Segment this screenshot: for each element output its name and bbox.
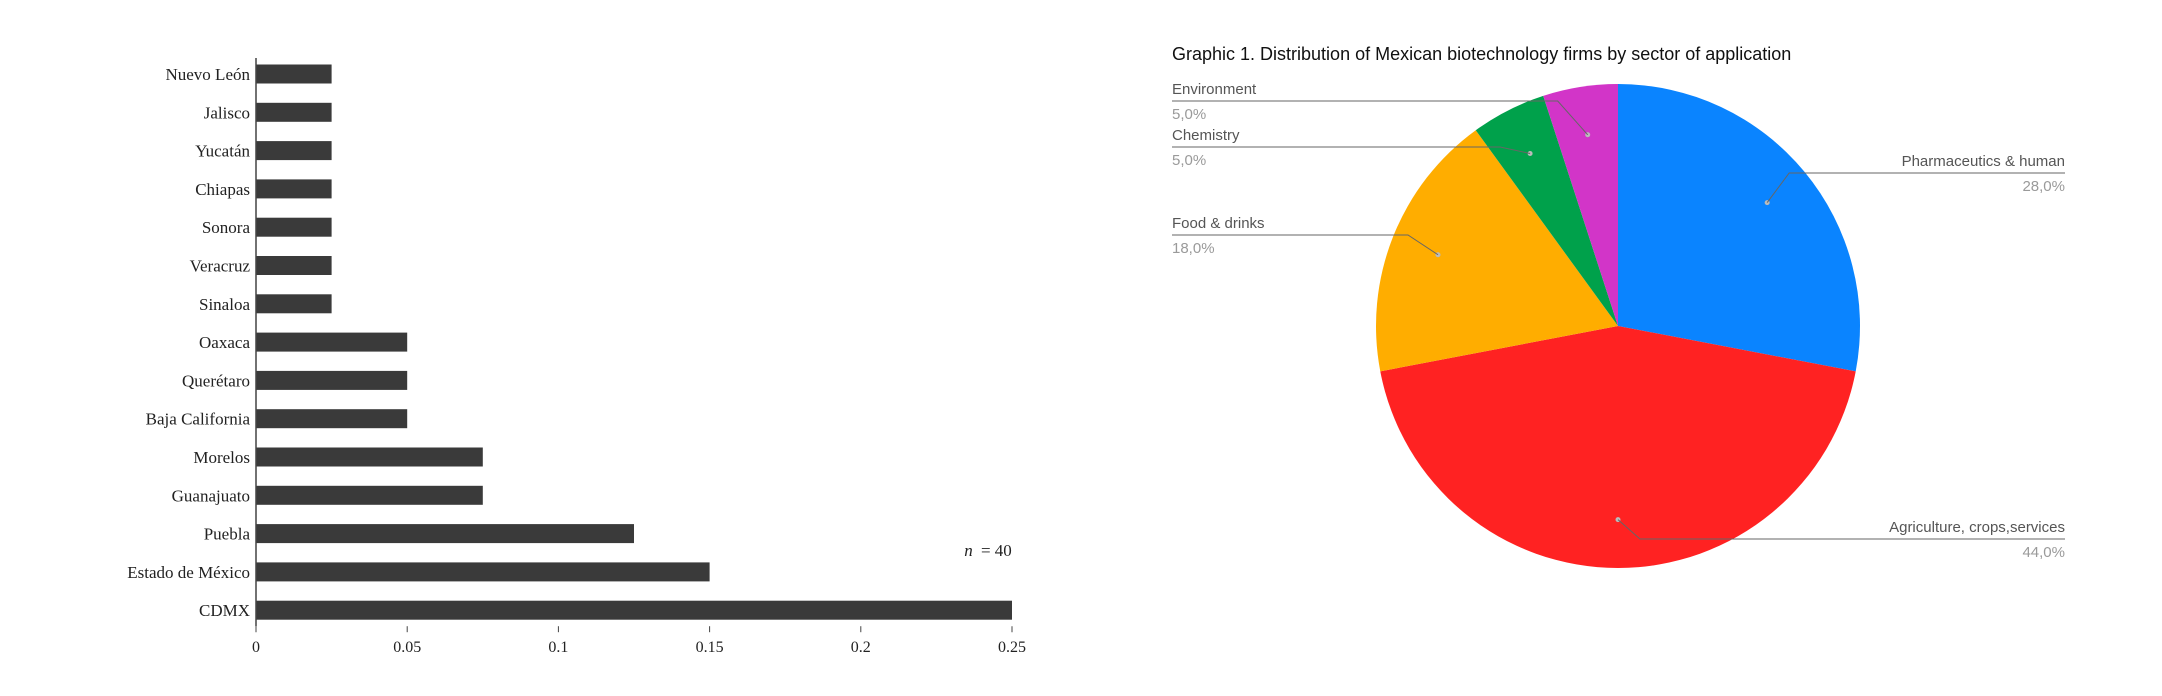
bar-series bbox=[256, 64, 1012, 620]
sample-size-value: = 40 bbox=[981, 541, 1012, 560]
category-label: Querétaro bbox=[182, 371, 250, 390]
bar-chart: Nuevo León Jalisco Yucatán Chiapas Sonora Ver… bbox=[127, 58, 1026, 656]
pie-chart: Graphic 1. Distribution of Mexican biote… bbox=[1172, 44, 2065, 568]
slice-percent: 5,0% bbox=[1172, 106, 1206, 123]
pie-slice bbox=[1380, 326, 1856, 568]
bar bbox=[256, 141, 332, 161]
x-tick-label: 0 bbox=[252, 639, 260, 656]
bar bbox=[256, 64, 332, 84]
bar bbox=[256, 370, 408, 390]
bar bbox=[256, 256, 332, 275]
bar bbox=[256, 332, 408, 352]
x-tick-label: 0.2 bbox=[851, 639, 871, 656]
slice-percent: 28,0% bbox=[2022, 178, 2065, 195]
bar bbox=[256, 409, 408, 429]
x-axis-ticks: 0 0.05 0.1 0.15 0.2 0.25 bbox=[252, 626, 1026, 656]
callout-leader-line bbox=[1766, 172, 2065, 203]
category-label: Chiapas bbox=[195, 180, 250, 199]
callout-leader-line bbox=[1617, 519, 2065, 540]
pie-slices bbox=[1376, 84, 1860, 568]
pie-slice bbox=[1475, 95, 1618, 326]
category-label: Oaxaca bbox=[199, 333, 250, 352]
bar bbox=[256, 217, 332, 237]
slice-label: Chemistry bbox=[1172, 127, 1240, 144]
sample-size-n: n bbox=[964, 541, 973, 560]
slice-label: Environment bbox=[1172, 81, 1257, 98]
bar bbox=[256, 485, 483, 505]
category-label: Baja California bbox=[146, 410, 251, 429]
pie-chart-title: Graphic 1. Distribution of Mexican biote… bbox=[1172, 44, 1791, 64]
pie-callouts: Pharmaceutics & human 28,0% Agriculture, c… bbox=[1172, 81, 2065, 561]
bar bbox=[256, 179, 332, 199]
slice-percent: 18,0% bbox=[1172, 240, 1215, 257]
bar bbox=[256, 102, 332, 122]
x-tick-label: 0.05 bbox=[393, 639, 421, 656]
callout-leader-line bbox=[1172, 100, 1589, 136]
sample-size-annotation: n = 40 bbox=[964, 541, 1012, 560]
category-label: Puebla bbox=[204, 525, 251, 544]
category-label: Jalisco bbox=[204, 103, 250, 122]
pie-slice bbox=[1618, 84, 1860, 372]
category-label: Sonora bbox=[202, 218, 251, 237]
bar bbox=[256, 600, 1012, 620]
callout-leader-line bbox=[1172, 146, 1531, 154]
category-label: Yucatán bbox=[195, 142, 250, 161]
slice-label: Food & drinks bbox=[1172, 215, 1265, 232]
x-tick-label: 0.25 bbox=[998, 639, 1026, 656]
slice-percent: 5,0% bbox=[1172, 152, 1206, 169]
x-tick-label: 0.15 bbox=[696, 639, 724, 656]
pie-slice bbox=[1376, 130, 1618, 372]
bar bbox=[256, 524, 634, 544]
bar bbox=[256, 447, 483, 467]
slice-label: Agriculture, crops,services bbox=[1889, 519, 2065, 536]
slice-percent: 44,0% bbox=[2022, 544, 2065, 561]
category-label: Estado de México bbox=[127, 563, 250, 582]
bar bbox=[256, 294, 332, 314]
category-label: CDMX bbox=[199, 601, 250, 620]
pie-slice bbox=[1543, 84, 1618, 326]
category-label: Nuevo León bbox=[165, 65, 250, 84]
category-label: Morelos bbox=[193, 448, 250, 467]
x-tick-label: 0.1 bbox=[548, 639, 568, 656]
category-label: Veracruz bbox=[190, 257, 251, 276]
bar-category-labels: Nuevo León Jalisco Yucatán Chiapas Sonora Ver… bbox=[127, 65, 250, 620]
slice-label: Pharmaceutics & human bbox=[1902, 153, 2065, 170]
callout-leader-line bbox=[1172, 234, 1439, 256]
category-label: Sinaloa bbox=[199, 295, 250, 314]
bar bbox=[256, 562, 710, 582]
category-label: Guanajuato bbox=[172, 486, 250, 505]
